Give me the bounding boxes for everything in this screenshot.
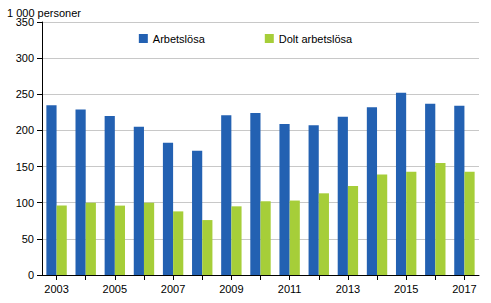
- svg-text:Arbetslösa: Arbetslösa: [153, 33, 206, 45]
- svg-text:100: 100: [16, 197, 34, 209]
- svg-text:2003: 2003: [44, 283, 68, 295]
- svg-text:0: 0: [28, 269, 34, 281]
- svg-text:350: 350: [15, 16, 34, 28]
- svg-text:2011: 2011: [278, 283, 302, 295]
- svg-text:2005: 2005: [103, 283, 127, 295]
- svg-text:50: 50: [22, 233, 34, 245]
- svg-text:2013: 2013: [336, 283, 360, 295]
- svg-text:2015: 2015: [394, 283, 418, 295]
- svg-text:2017: 2017: [452, 283, 476, 295]
- svg-text:250: 250: [16, 88, 34, 100]
- svg-text:Dolt arbetslösa: Dolt arbetslösa: [279, 33, 353, 45]
- svg-text:200: 200: [16, 124, 34, 136]
- svg-text:2007: 2007: [161, 283, 185, 295]
- svg-text:300: 300: [16, 52, 34, 64]
- svg-text:150: 150: [16, 161, 34, 173]
- svg-text:2009: 2009: [219, 283, 243, 295]
- svg-text:1 000 personer: 1 000 personer: [7, 7, 81, 19]
